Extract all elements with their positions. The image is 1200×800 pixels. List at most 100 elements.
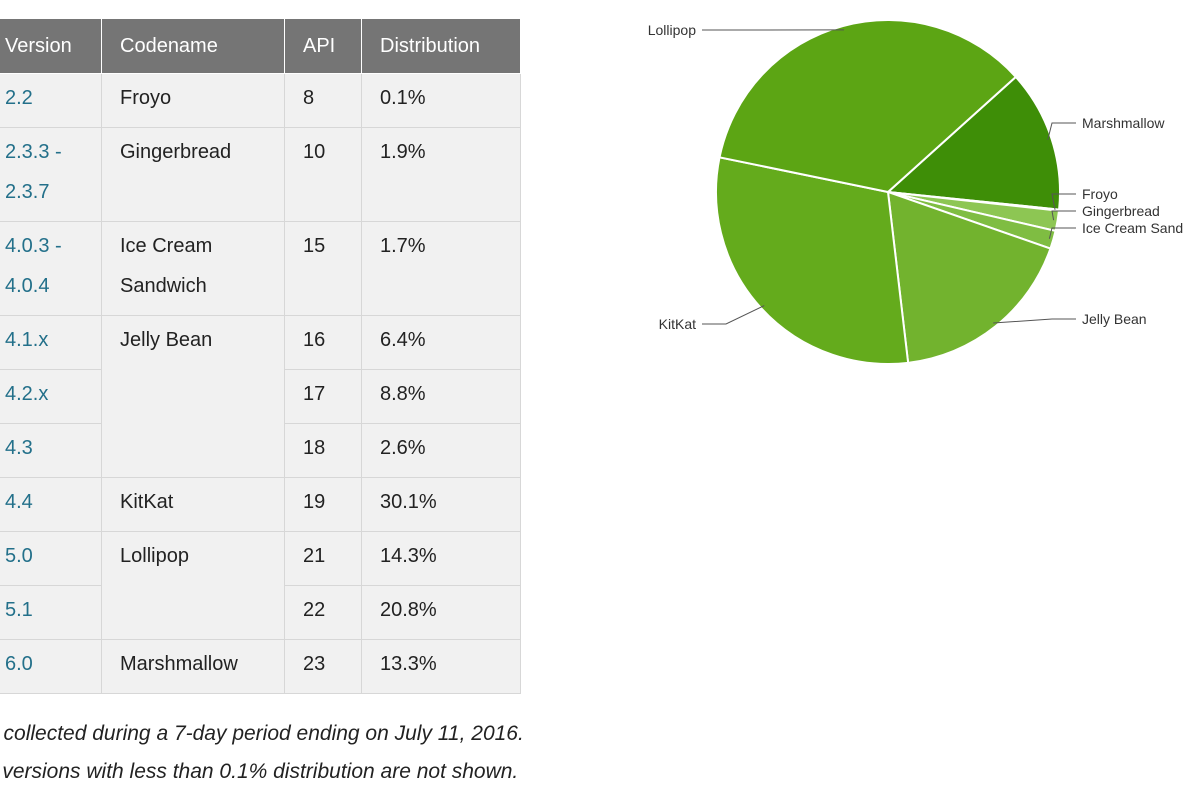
table-row: 4.4 KitKat 19 30.1% — [0, 477, 521, 532]
api-cell-text: 10 — [303, 141, 326, 163]
pie-label: KitKat — [659, 316, 696, 332]
table-header-row: Version Codename API Distribution — [0, 18, 521, 74]
version-cell-text: 4.0.3 - 4.0.4 — [5, 235, 62, 297]
api-cell-text: 15 — [303, 235, 326, 257]
distribution-cell: 13.3% — [361, 639, 521, 694]
version-cell: 4.1.x — [0, 315, 102, 370]
api-cell-text: 18 — [303, 437, 326, 459]
table-row: 4.3 18 2.6% — [0, 423, 521, 478]
distribution-cell-text: 2.6% — [380, 437, 426, 459]
version-cell: 5.1 — [0, 585, 102, 640]
api-cell: 18 — [284, 423, 362, 478]
pie-slice-lollipop — [718, 19, 1018, 194]
codename-cell-text: KitKat — [120, 491, 174, 513]
distribution-cell-text: 6.4% — [380, 329, 426, 351]
codename-cell: Lollipop — [101, 531, 285, 640]
pie-slice-kitkat — [715, 156, 910, 365]
api-cell: 23 — [284, 639, 362, 694]
distribution-cell: 14.3% — [361, 531, 521, 586]
table-row: 4.0.3 - 4.0.4 Ice Cream Sandwich 15 1.7% — [0, 221, 521, 316]
api-cell: 8 — [284, 73, 362, 128]
codename-cell-text: Gingerbread — [120, 141, 232, 163]
distribution-table: Version Codename API Distribution 2.2 Fro… — [0, 18, 521, 694]
version-cell: 6.0 — [0, 639, 102, 694]
pie-label: Lollipop — [648, 22, 696, 38]
distribution-cell-text: 0.1% — [380, 87, 426, 109]
table-row: 5.0 Lollipop 21 14.3% — [0, 531, 521, 640]
api-cell-text: 19 — [303, 491, 326, 513]
codename-cell-text: Jelly Bean — [120, 329, 213, 351]
codename-cell: Jelly Bean — [101, 315, 285, 478]
version-cell-text: 4.3 — [5, 437, 33, 459]
version-cell-text: 5.1 — [5, 599, 33, 621]
distribution-cell: 2.6% — [361, 423, 521, 478]
api-cell-text: 16 — [303, 329, 326, 351]
api-cell: 19 — [284, 477, 362, 532]
pie-slice-jelly-bean — [886, 190, 1052, 364]
footnote-1: a collected during a 7-day period ending… — [0, 722, 524, 745]
leader-line — [1048, 227, 1076, 239]
distribution-cell-text: 1.9% — [380, 141, 426, 163]
distribution-cell: 20.8% — [361, 585, 521, 640]
distribution-cell: 6.4% — [361, 315, 521, 370]
api-cell: 22 — [284, 585, 362, 640]
codename-cell: Froyo — [101, 73, 285, 128]
header-codename: Codename — [101, 18, 285, 74]
distribution-cell: 1.7% — [361, 221, 521, 316]
table-row: 6.0 Marshmallow 23 13.3% — [0, 639, 521, 694]
leader-line — [1051, 210, 1076, 221]
api-cell-text: 22 — [303, 599, 326, 621]
version-cell: 2.2 — [0, 73, 102, 128]
version-cell: 4.3 — [0, 423, 102, 478]
api-cell: 17 — [284, 369, 362, 424]
pie-label: Jelly Bean — [1082, 311, 1147, 327]
header-version: Version — [0, 18, 102, 74]
leader-line — [1051, 193, 1076, 210]
pie-label: Froyo — [1082, 186, 1118, 202]
table-row: 2.2 Froyo 8 0.1% — [0, 73, 521, 128]
codename-cell: Marshmallow — [101, 639, 285, 694]
distribution-cell-text: 14.3% — [380, 545, 437, 567]
codename-cell: KitKat — [101, 477, 285, 532]
codename-cell: Ice Cream Sandwich — [101, 221, 285, 316]
api-cell: 21 — [284, 531, 362, 586]
distribution-cell-text: 30.1% — [380, 491, 437, 513]
api-cell: 15 — [284, 221, 362, 316]
version-cell: 4.0.3 - 4.0.4 — [0, 221, 102, 316]
version-cell-text: 4.2.x — [5, 383, 49, 405]
version-cell-text: 5.0 — [5, 545, 33, 567]
api-cell: 10 — [284, 127, 362, 222]
distribution-cell: 8.8% — [361, 369, 521, 424]
header-distribution: Distribution — [361, 18, 521, 74]
table-body: 2.2 Froyo 8 0.1% 2.3.3 - 2.3.7 Gingerbread 10 1… — [0, 73, 521, 694]
version-cell-text: 2.3.3 - 2.3.7 — [5, 141, 62, 203]
version-cell-text: 2.2 — [5, 87, 33, 109]
codename-cell-text: Lollipop — [120, 545, 189, 567]
distribution-cell-text: 8.8% — [380, 383, 426, 405]
distribution-cell: 1.9% — [361, 127, 521, 222]
pie-label: Marshmallow — [1082, 115, 1165, 131]
distribution-cell: 30.1% — [361, 477, 521, 532]
leader-line — [702, 305, 765, 325]
distribution-cell-text: 20.8% — [380, 599, 437, 621]
table-row: 2.3.3 - 2.3.7 Gingerbread 10 1.9% — [0, 127, 521, 222]
version-cell-text: 4.1.x — [5, 329, 49, 351]
pie-slices — [715, 19, 1061, 365]
api-cell-text: 17 — [303, 383, 326, 405]
version-cell: 5.0 — [0, 531, 102, 586]
distribution-cell-text: 13.3% — [380, 653, 437, 675]
version-cell: 4.2.x — [0, 369, 102, 424]
pie-label: Gingerbread — [1082, 203, 1160, 219]
api-cell: 16 — [284, 315, 362, 370]
table-row: 4.1.x Jelly Bean 16 6.4% — [0, 315, 521, 478]
codename-cell-text: Froyo — [120, 87, 172, 109]
leader-line — [1047, 122, 1076, 141]
footnotes: a collected during a 7-day period ending… — [0, 722, 524, 798]
leader-line — [993, 318, 1076, 324]
codename-cell-text: Ice Cream Sandwich — [120, 235, 213, 297]
footnote-2: y versions with less than 0.1% distribut… — [0, 760, 519, 783]
codename-cell-text: Marshmallow — [120, 653, 238, 675]
codename-cell: Gingerbread — [101, 127, 285, 222]
